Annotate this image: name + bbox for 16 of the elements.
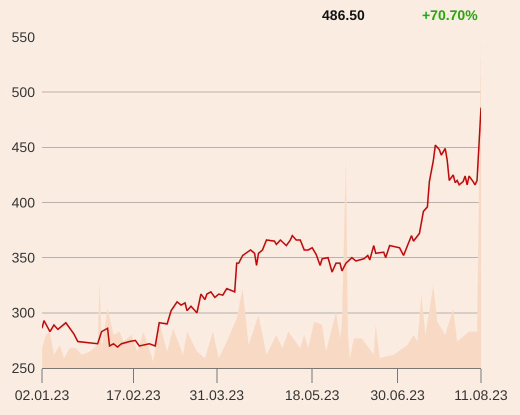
x-tick-label: 18.05.23 bbox=[284, 386, 340, 403]
y-tick-label: 300 bbox=[12, 304, 36, 321]
y-tick-label: 350 bbox=[12, 250, 36, 266]
line-series bbox=[42, 106, 481, 348]
text: +70.70% bbox=[422, 7, 478, 23]
y-tick-label: 250 bbox=[12, 360, 36, 376]
x-tick-label: 11.08.23 bbox=[454, 386, 508, 403]
y-tick-label: 400 bbox=[12, 194, 36, 210]
x-tick-label: 02.01.23 bbox=[14, 386, 70, 403]
y-tick-label: 450 bbox=[12, 139, 36, 156]
y-tick-label: 500 bbox=[12, 84, 36, 100]
x-tick-label: 30.06.23 bbox=[370, 386, 426, 403]
text: 486.50 bbox=[322, 7, 366, 23]
x-tick-label: 17.02.23 bbox=[106, 386, 161, 403]
y-tick-label: 550 bbox=[12, 28, 36, 45]
x-tick-label: 31.03.23 bbox=[190, 386, 244, 403]
